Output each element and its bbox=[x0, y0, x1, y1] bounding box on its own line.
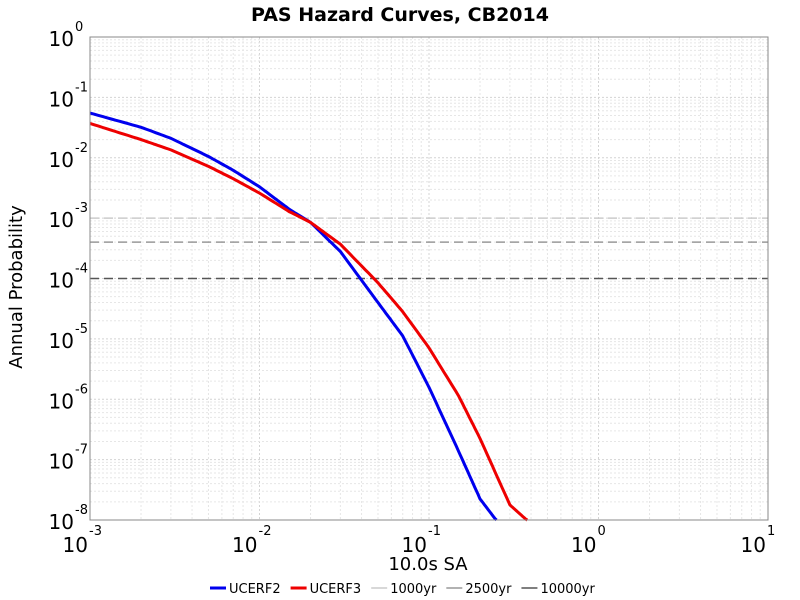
y-tick-base: 10 bbox=[49, 87, 74, 111]
reference-lines bbox=[90, 217, 768, 280]
y-tick-exponent: -8 bbox=[75, 503, 88, 518]
x-tick-exponent: -2 bbox=[259, 524, 272, 539]
series-line-ucerf3 bbox=[89, 121, 529, 522]
y-tick-label: 10 -3 bbox=[49, 201, 88, 232]
legend-item-10000yr: 10000yr bbox=[521, 582, 595, 597]
legend-item-2500yr: 2500yr bbox=[446, 582, 512, 597]
legend-label: 2500yr bbox=[465, 582, 512, 597]
y-tick-label: 10 -8 bbox=[49, 503, 88, 534]
x-tick-exponent: -1 bbox=[428, 524, 441, 539]
y-tick-exponent: -3 bbox=[75, 201, 88, 216]
x-tick-base: 10 bbox=[232, 533, 257, 557]
y-tick-label: 10 -4 bbox=[49, 262, 88, 293]
y-tick-label: 10 -1 bbox=[49, 80, 88, 111]
legend-label: UCERF2 bbox=[229, 582, 281, 597]
y-tick-exponent: -1 bbox=[75, 80, 88, 95]
x-tick-label: 10-3 bbox=[63, 524, 102, 557]
legend-label: 10000yr bbox=[540, 582, 595, 597]
y-tick-base: 10 bbox=[49, 450, 74, 474]
legend: UCERF2 UCERF3 1000yr 2500yr 10000yr bbox=[210, 582, 595, 597]
legend-label: UCERF3 bbox=[310, 582, 362, 597]
y-tick-exponent: -4 bbox=[75, 262, 88, 277]
y-tick-exponent: -7 bbox=[75, 443, 88, 458]
y-tick-exponent: -5 bbox=[75, 322, 88, 337]
y-tick-exponent: 0 bbox=[75, 20, 83, 35]
x-tick-exponent: -3 bbox=[89, 524, 102, 539]
y-axis-label: Annual Probability bbox=[6, 205, 27, 369]
y-tick-base: 10 bbox=[49, 329, 74, 353]
legend-item-ucerf3: UCERF3 bbox=[290, 582, 362, 597]
y-tick-exponent: -6 bbox=[75, 382, 88, 397]
x-tick-label: 10-1 bbox=[402, 524, 441, 557]
x-tick-base: 10 bbox=[741, 533, 766, 557]
x-tick-base: 10 bbox=[402, 533, 427, 557]
y-tick-base: 10 bbox=[49, 389, 74, 413]
y-tick-label: 10 -7 bbox=[49, 443, 88, 474]
y-tick-base: 10 bbox=[49, 27, 74, 51]
legend-item-ucerf2: UCERF2 bbox=[210, 582, 281, 597]
y-tick-base: 10 bbox=[49, 208, 74, 232]
x-tick-label: 10-2 bbox=[232, 524, 271, 557]
x-tick-label: 101 bbox=[741, 524, 776, 557]
x-axis-label: 10.0s SA bbox=[388, 554, 468, 575]
y-tick-base: 10 bbox=[49, 510, 74, 534]
x-tick-exponent: 0 bbox=[598, 524, 606, 539]
y-tick-base: 10 bbox=[49, 148, 74, 172]
x-tick-label: 100 bbox=[571, 524, 606, 557]
y-tick-label: 10 -5 bbox=[49, 322, 88, 353]
x-tick-base: 10 bbox=[571, 533, 596, 557]
y-tick-label: 10 -6 bbox=[49, 382, 88, 413]
y-tick-label: 10 -2 bbox=[49, 141, 88, 172]
plot-area-frame bbox=[89, 36, 769, 521]
y-tick-label: 10 0 bbox=[49, 20, 84, 51]
series-lines bbox=[89, 111, 529, 522]
chart-title: PAS Hazard Curves, CB2014 bbox=[251, 4, 549, 26]
x-tick-exponent: 1 bbox=[767, 524, 775, 539]
y-tick-base: 10 bbox=[49, 269, 74, 293]
legend-label: 1000yr bbox=[390, 582, 437, 597]
y-tick-exponent: -2 bbox=[75, 141, 88, 156]
x-tick-base: 10 bbox=[63, 533, 88, 557]
legend-item-1000yr: 1000yr bbox=[371, 582, 437, 597]
